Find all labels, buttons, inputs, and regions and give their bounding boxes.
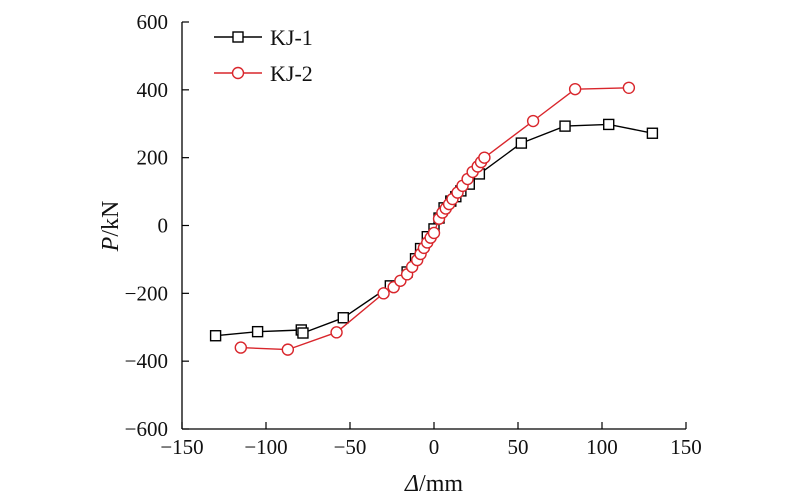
- data-point: [559, 120, 571, 132]
- data-point: [209, 330, 222, 342]
- data-point: [251, 325, 264, 338]
- legend-label-kj2: KJ-2: [270, 61, 313, 86]
- y-tick-label: −200: [125, 281, 168, 305]
- data-point: [622, 81, 636, 94]
- tick-marks: [181, 21, 687, 430]
- data-point: [478, 151, 491, 164]
- data-point: [330, 326, 343, 339]
- data-point: [568, 82, 582, 96]
- x-tick-label: −50: [334, 435, 367, 459]
- legend-label-kj1: KJ-1: [270, 25, 313, 50]
- x-tick-label: 150: [670, 435, 702, 459]
- data-point: [427, 226, 441, 240]
- y-tick-label: 600: [137, 10, 169, 34]
- x-tick-label: 0: [429, 435, 440, 459]
- legend-item-kj1: KJ-1: [214, 25, 313, 50]
- data-point: [234, 341, 248, 354]
- data-point: [515, 137, 528, 149]
- x-axis-title: Δ/mm: [404, 471, 463, 497]
- x-tick-label: 50: [508, 435, 529, 459]
- x-tick-label: −150: [160, 435, 203, 459]
- y-tick-label: −400: [125, 349, 168, 373]
- y-tick-label: 200: [137, 146, 169, 170]
- x-tick-labels: −150 −100 −50 0 50 100 150: [160, 435, 701, 459]
- x-tick-label: −100: [244, 435, 287, 459]
- legend-square-marker: [232, 31, 244, 43]
- legend-circle-marker: [231, 66, 245, 80]
- x-tick-label: 100: [586, 435, 618, 459]
- y-tick-label: 0: [158, 214, 169, 238]
- y-tick-labels: −600 −400 −200 0 200 400 600: [125, 10, 168, 441]
- y-axis-title: P/kN: [98, 201, 124, 253]
- data-point: [646, 127, 659, 139]
- data-series: [209, 81, 659, 356]
- data-point: [337, 312, 349, 324]
- legend: KJ-1 KJ-2: [214, 25, 313, 86]
- data-point: [377, 287, 390, 300]
- y-tick-label: 400: [137, 78, 169, 102]
- series-kj-2: [234, 81, 636, 356]
- data-point: [603, 118, 615, 131]
- y-tick-label: −600: [125, 417, 168, 441]
- data-point: [297, 327, 309, 339]
- data-point: [526, 114, 540, 128]
- legend-item-kj2: KJ-2: [214, 61, 313, 86]
- data-point: [281, 343, 295, 356]
